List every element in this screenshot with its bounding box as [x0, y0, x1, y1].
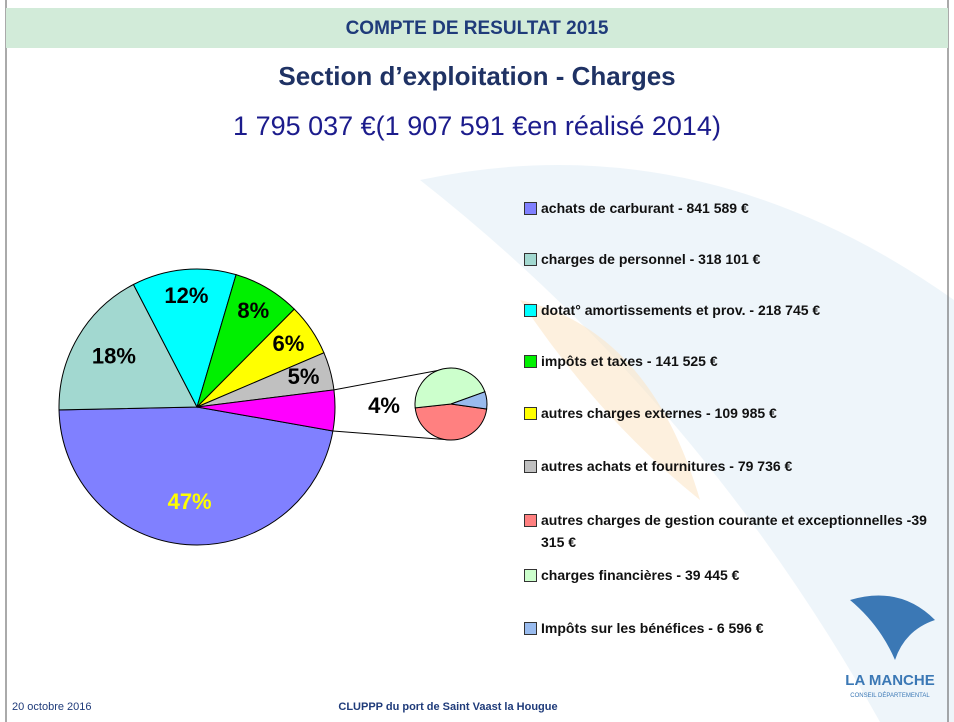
banner-title: COMPTE DE RESULTAT 2015	[346, 18, 609, 39]
legend-label: autres achats et fournitures - 79 736 €	[541, 458, 792, 474]
pie-slice	[59, 407, 333, 545]
legend-entry: impôts et taxes - 141 525 €	[524, 350, 941, 372]
legend-swatch	[524, 460, 537, 473]
legend-entry: charges financières - 39 445 €	[524, 564, 941, 586]
logo-text: LA MANCHE	[845, 672, 934, 689]
pie-label: 12%	[164, 283, 208, 308]
legend-entry: achats de carburant - 841 589 €	[524, 197, 941, 219]
legend-swatch	[524, 514, 537, 527]
pie-label: 18%	[92, 344, 136, 369]
pie-label: 5%	[288, 364, 320, 389]
legend-label: charges de personnel - 318 101 €	[541, 251, 760, 267]
chart-title: Section d’exploitation - Charges	[278, 61, 675, 91]
legend-swatch	[524, 202, 537, 215]
legend-swatch	[524, 622, 537, 635]
pie-label: 4%	[368, 393, 400, 418]
legend-label: Impôts sur les bénéfices - 6 596 €	[541, 620, 764, 636]
legend-entry: autres charges de gestion courante et ex…	[524, 509, 941, 553]
pie-label: 6%	[272, 331, 304, 356]
legend-entry: Impôts sur les bénéfices - 6 596 €	[524, 617, 941, 639]
legend-entry: autres charges externes - 109 985 €	[524, 402, 941, 424]
legend-label: achats de carburant - 841 589 €	[541, 200, 749, 216]
legend-label: autres charges externes - 109 985 €	[541, 405, 777, 421]
slide: COMPTE DE RESULTAT 2015 Section d’exploi…	[0, 0, 954, 722]
legend-label: dotat° amortissements et prov. - 218 745…	[541, 302, 820, 318]
legend-entry: dotat° amortissements et prov. - 218 745…	[524, 299, 941, 321]
legend-entry: autres achats et fournitures - 79 736 €	[524, 455, 941, 477]
chart-subtitle: 1 795 037 €(1 907 591 €en réalisé 2014)	[233, 111, 721, 141]
legend-swatch	[524, 569, 537, 582]
legend-swatch	[524, 304, 537, 317]
legend-swatch	[524, 355, 537, 368]
footer-text: CLUPPP du port de Saint Vaast la Hougue	[338, 701, 557, 713]
pie-label: 47%	[168, 489, 212, 514]
legend-swatch	[524, 253, 537, 266]
sub-pie-slice	[415, 404, 486, 440]
pie-label: 8%	[237, 298, 269, 323]
legend-label: impôts et taxes - 141 525 €	[541, 353, 718, 369]
legend-label: charges financières - 39 445 €	[541, 567, 739, 583]
logo-subtext: CONSEIL DÉPARTEMENTAL	[850, 692, 930, 699]
legend-entry: charges de personnel - 318 101 €	[524, 248, 941, 270]
footer-date: 20 octobre 2016	[12, 701, 92, 713]
legend-swatch	[524, 407, 537, 420]
legend-label: autres charges de gestion courante et ex…	[541, 512, 927, 550]
